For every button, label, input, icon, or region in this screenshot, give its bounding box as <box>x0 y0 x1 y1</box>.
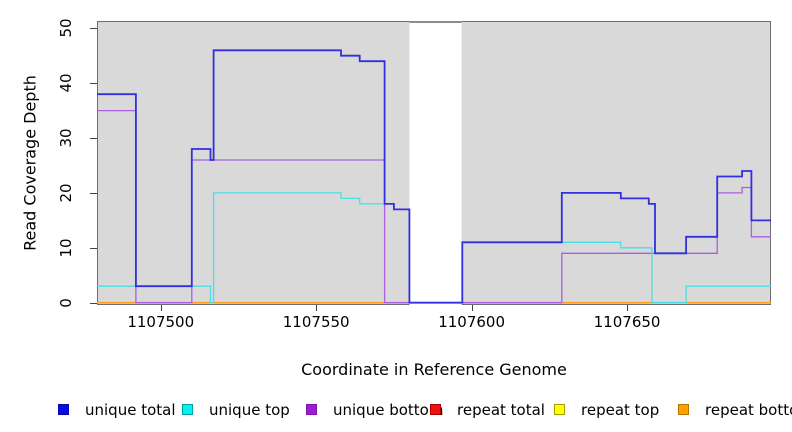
legend-swatch-icon <box>182 404 193 415</box>
plot-panel <box>97 21 771 305</box>
y-tick-mark <box>90 28 97 30</box>
legend-swatch-icon <box>58 404 69 415</box>
y-tick-mark <box>90 83 97 85</box>
legend-swatch-icon <box>678 404 689 415</box>
x-tick-mark <box>471 305 473 311</box>
legend-swatch-icon <box>554 404 565 415</box>
x-tick-mark <box>627 305 629 311</box>
legend-label: repeat total <box>457 401 545 419</box>
y-axis-title: Read Coverage Depth <box>20 75 40 251</box>
x-tick-label: 1107650 <box>593 313 661 331</box>
x-tick-mark <box>316 305 318 311</box>
legend-label: unique top <box>209 401 290 419</box>
legend-label: unique bottom <box>333 401 444 419</box>
y-tick-label: 10 <box>57 238 75 258</box>
legend-swatch-icon <box>430 404 441 415</box>
plot-area <box>97 21 771 305</box>
y-tick-mark <box>90 138 97 140</box>
legend-label: unique total <box>85 401 176 419</box>
x-axis-title: Coordinate in Reference Genome <box>301 360 567 379</box>
x-tick-label: 1107500 <box>127 313 195 331</box>
y-tick-label: 0 <box>57 297 75 308</box>
y-tick-mark <box>90 302 97 304</box>
x-tick-label: 1107600 <box>438 313 506 331</box>
legend-swatch-icon <box>306 404 317 415</box>
series-unique-bottom <box>97 109 771 304</box>
legend-label: repeat top <box>581 401 660 419</box>
y-tick-label: 20 <box>57 183 75 203</box>
x-tick-label: 1107550 <box>282 313 350 331</box>
y-tick-label: 30 <box>57 128 75 148</box>
y-tick-label: 40 <box>57 73 75 93</box>
y-tick-mark <box>90 192 97 194</box>
legend-label: repeat bottom <box>705 401 792 419</box>
y-tick-mark <box>90 247 97 249</box>
series-unique-total <box>97 49 771 304</box>
x-tick-mark <box>160 305 162 311</box>
masked-region <box>409 21 462 305</box>
y-tick-label: 50 <box>57 18 75 38</box>
